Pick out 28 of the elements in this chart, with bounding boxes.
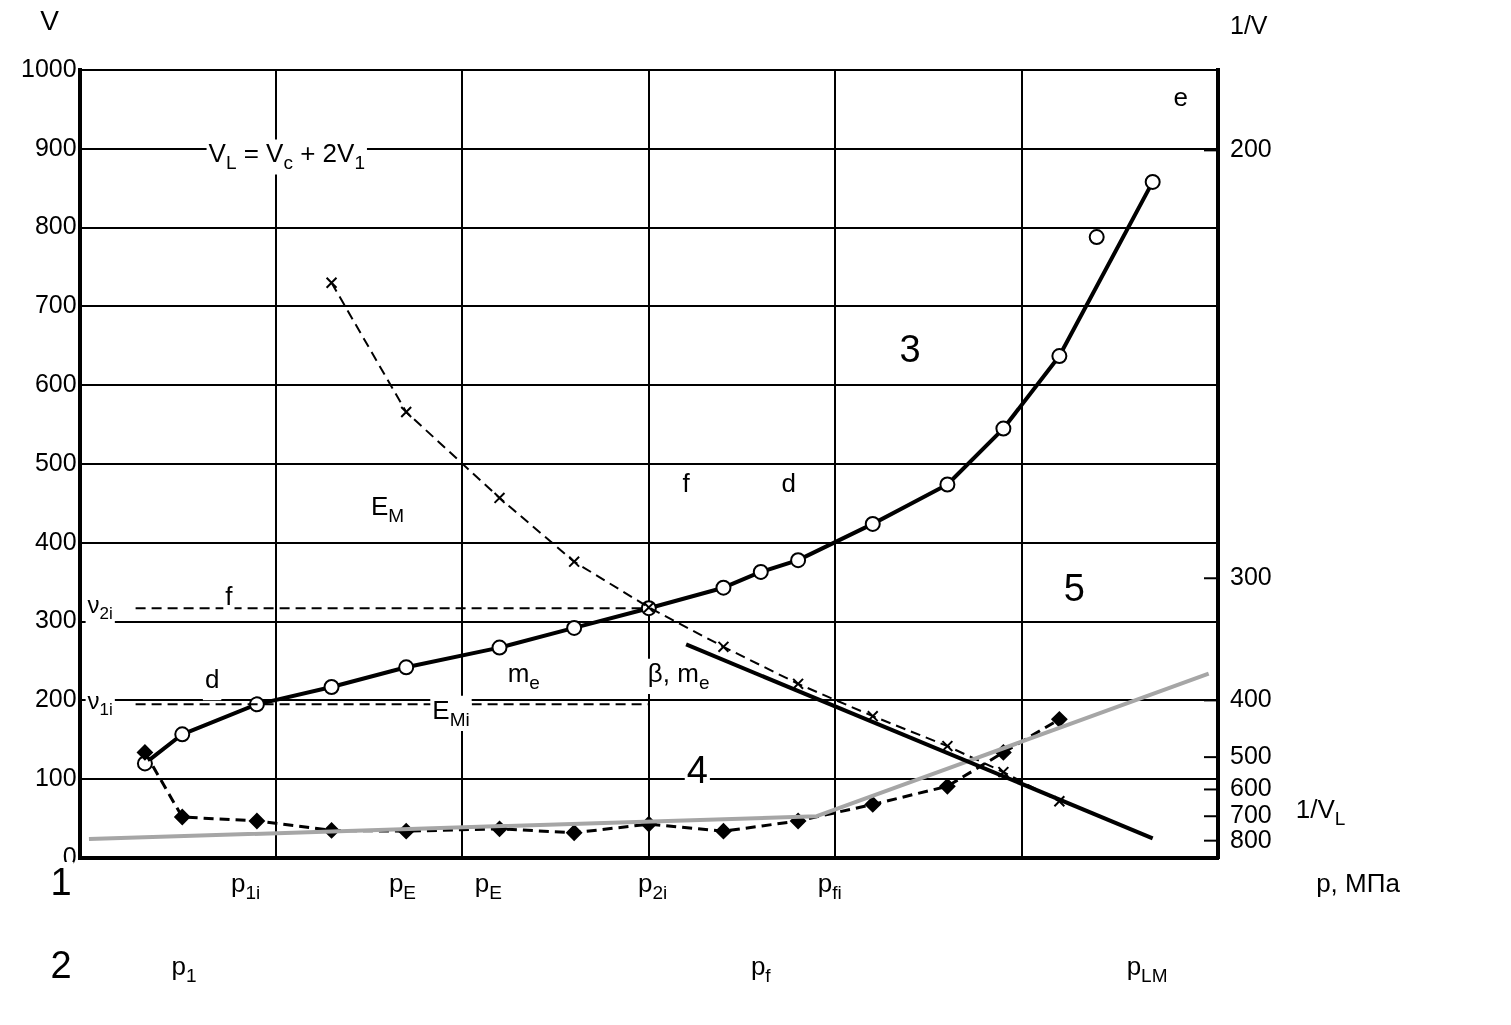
y-tick-label: 300 <box>34 605 77 634</box>
text: 1/V <box>1230 10 1268 39</box>
y-tick-label: 600 <box>34 369 77 398</box>
y-axis-title: V <box>40 4 60 36</box>
annotation: d <box>204 663 220 694</box>
annotation: e <box>1173 82 1188 113</box>
text: 200 <box>1230 134 1272 163</box>
y-tick-label: 1000 <box>20 53 77 82</box>
y-tick-label: 200 <box>34 684 77 713</box>
y-tick-label: 900 <box>34 132 77 161</box>
annotation: f <box>225 581 234 612</box>
y-tick-label: 400 <box>34 526 77 555</box>
annotation: 5 <box>1063 567 1085 610</box>
text: 2 <box>50 944 72 987</box>
y-tick-label: 700 <box>34 290 77 319</box>
y-tick-label: 100 <box>34 763 77 792</box>
annotation: f <box>682 468 691 499</box>
annotation: 4 <box>686 748 708 791</box>
text: 400 <box>1230 684 1272 713</box>
x-axis-title: p, МПа <box>1316 867 1401 898</box>
text: 300 <box>1230 562 1272 591</box>
annotation: d <box>781 468 797 499</box>
text: 500 <box>1230 741 1272 770</box>
text: 600 <box>1230 773 1272 802</box>
text: 1 <box>50 861 72 904</box>
y-tick-label: 800 <box>34 211 77 240</box>
y-tick-label: 500 <box>34 447 77 476</box>
annotation: 3 <box>899 327 921 370</box>
